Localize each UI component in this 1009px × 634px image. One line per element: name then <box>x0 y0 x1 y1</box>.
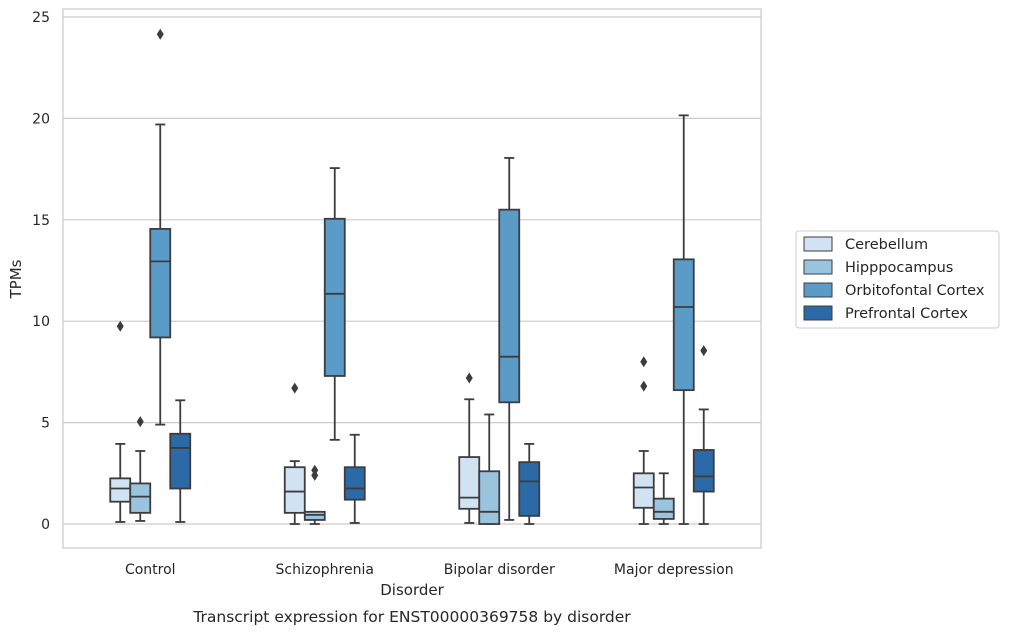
outlier-point <box>640 380 648 392</box>
box-iqr <box>343 466 366 501</box>
box-iqr <box>478 470 501 525</box>
outlier-point <box>291 382 299 394</box>
y-tick-label: 15 <box>32 213 50 229</box>
box-iqr <box>692 449 715 493</box>
legend-swatch <box>803 236 833 252</box>
box-cerebellum <box>109 320 132 523</box>
box-hipppocampus <box>129 416 152 522</box>
legend-label: Cerebellum <box>845 237 928 253</box>
y-tick-label: 10 <box>32 314 50 330</box>
box-orbitofontal-cortex <box>672 114 695 525</box>
y-tick-labels: 0 5 10 15 20 25 <box>32 10 50 533</box>
outlier-point <box>700 345 708 357</box>
box-orbitofontal-cortex <box>323 167 346 441</box>
box-prefrontal-cortex <box>343 433 366 524</box>
y-tick-label: 20 <box>32 111 50 127</box>
box-iqr <box>109 477 132 503</box>
legend-swatch <box>803 305 833 321</box>
box-hipppocampus <box>303 464 326 525</box>
outlier-point <box>311 464 319 476</box>
box-iqr <box>149 228 172 339</box>
outlier-point <box>116 320 124 332</box>
box-iqr <box>283 466 306 514</box>
box-prefrontal-cortex <box>692 345 715 525</box>
legend: Cerebellum Hipppocampus Orbitofontal Corte… <box>795 230 1000 329</box>
box-cerebellum <box>458 372 481 524</box>
x-tick-label: Bipolar disorder <box>444 562 555 578</box>
box-iqr <box>303 510 326 521</box>
outlier-point <box>465 372 473 384</box>
legend-label: Hipppocampus <box>845 260 953 276</box>
x-tick-label: Major depression <box>614 562 734 578</box>
box-iqr <box>323 217 346 377</box>
box-orbitofontal-cortex <box>498 157 521 521</box>
box-iqr <box>632 472 655 509</box>
outlier-point <box>156 28 164 40</box>
x-tick-labels: Control Schizophrenia Bipolar disorder Majo… <box>125 562 734 578</box>
legend-swatch <box>803 282 833 298</box>
legend-swatch <box>803 259 833 275</box>
legend-label: Orbitofontal Cortex <box>845 283 985 299</box>
box-cerebellum <box>283 382 306 525</box>
y-tick-label: 25 <box>32 10 50 26</box>
plot-frame <box>62 8 762 549</box>
box-iqr <box>129 482 152 514</box>
legend-label: Prefrontal Cortex <box>845 306 968 322</box>
box-iqr <box>672 258 695 392</box>
box-iqr <box>518 461 541 517</box>
outlier-point <box>136 416 144 428</box>
x-axis-title: Disorder <box>380 581 444 599</box>
box-iqr <box>498 208 521 404</box>
y-axis-title: TPMs <box>7 259 25 299</box>
box-prefrontal-cortex <box>169 399 192 523</box>
x-tick-label: Schizophrenia <box>276 562 374 578</box>
box-iqr <box>169 432 192 490</box>
box-iqr <box>652 497 675 520</box>
x-tick-label: Control <box>125 562 176 578</box>
box-groups <box>109 28 715 525</box>
outlier-point <box>640 356 648 368</box>
y-tick-label: 5 <box>41 416 50 432</box>
chart-caption: Transcript expression for ENST0000036975… <box>192 608 631 626</box>
box-cerebellum <box>632 356 655 525</box>
legend-frame <box>795 230 1000 329</box>
box-orbitofontal-cortex <box>149 28 172 426</box>
box-iqr <box>458 456 481 510</box>
box-hipppocampus <box>478 413 501 525</box>
box-hipppocampus <box>652 472 675 525</box>
y-tick-label: 0 <box>41 517 50 533</box>
box-prefrontal-cortex <box>518 442 541 525</box>
